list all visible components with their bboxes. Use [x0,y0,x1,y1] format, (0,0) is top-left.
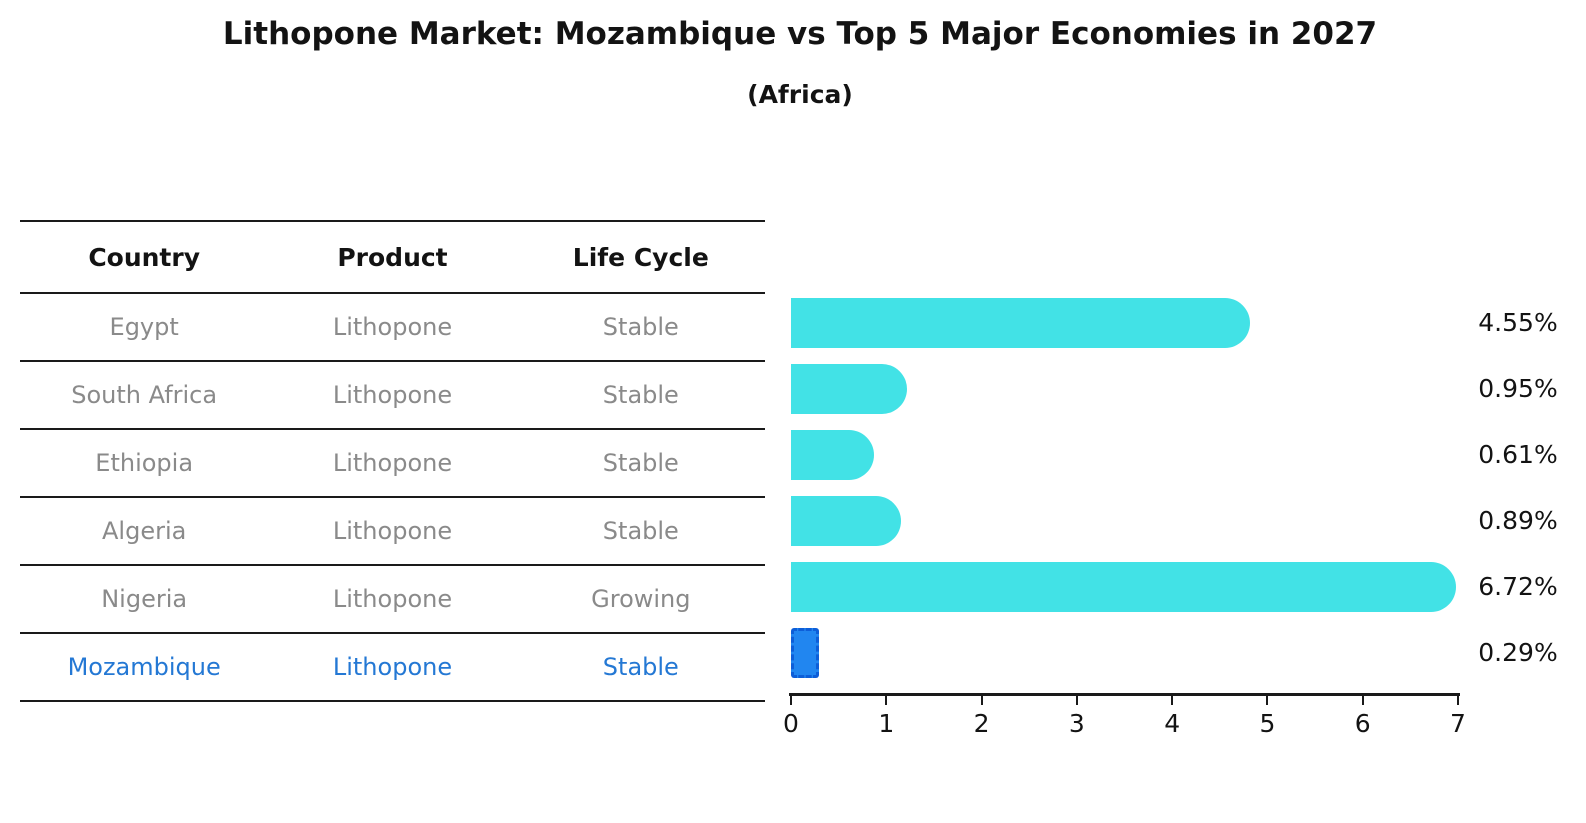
country-table: Country Product Life Cycle Egypt Lithopo… [20,220,765,702]
life-cycle-cell: Stable [602,653,679,681]
tick-mark [1457,696,1459,705]
value-label-nigeria: 6.72% [1478,572,1558,601]
bar-ethiopia [791,430,875,480]
country-cell: Egypt [109,313,179,341]
table-row-south-africa: South Africa Lithopone Stable [20,362,765,430]
tick-mark [1361,696,1364,705]
column-header-country: Country [88,242,201,272]
country-cell: South Africa [71,381,218,409]
x-tick-label: 1 [878,709,895,738]
x-tick-label: 6 [1354,709,1371,738]
life-cycle-cell: Stable [602,381,679,409]
bar-egypt [791,298,1250,348]
value-label-ethiopia: 0.61% [1478,440,1558,469]
x-axis-line [789,693,1460,696]
tick-mark [790,696,792,705]
x-tick-label: 5 [1259,709,1276,738]
x-tick-label: 4 [1164,709,1181,738]
tick-mark [1266,696,1269,705]
x-tick-label: 7 [1450,709,1466,738]
bar-nigeria [791,562,1457,612]
tick-mark [980,696,983,705]
product-cell: Lithopone [332,381,453,409]
table-header-row: Country Product Life Cycle [20,222,765,294]
life-cycle-cell: Growing [591,585,691,613]
x-tick-label: 3 [1068,709,1085,738]
country-cell: Nigeria [101,585,188,613]
bar-south-africa [791,364,907,414]
tick-mark [1075,696,1078,705]
life-cycle-cell: Stable [602,313,679,341]
life-cycle-cell: Stable [602,449,679,477]
x-tick-label: 2 [973,709,990,738]
product-cell: Lithopone [332,449,453,477]
column-header-life-cycle: Life Cycle [572,242,709,272]
table-row-nigeria: Nigeria Lithopone Growing [20,566,765,634]
column-header-product: Product [337,242,448,272]
chart-title: Lithopone Market: Mozambique vs Top 5 Ma… [222,16,1378,52]
value-label-south-africa: 0.95% [1478,374,1558,403]
country-cell: Algeria [102,517,187,545]
country-cell: Mozambique [67,653,221,681]
chart-subtitle: (Africa) [747,80,853,109]
x-tick-label: 0 [783,709,799,738]
table-row-mozambique: Mozambique Lithopone Stable [20,634,765,702]
tick-mark [885,696,888,705]
tick-mark [1171,696,1174,705]
value-label-algeria: 0.89% [1478,506,1558,535]
product-cell: Lithopone [332,653,453,681]
table-row-algeria: Algeria Lithopone Stable [20,498,765,566]
country-cell: Ethiopia [95,449,194,477]
product-cell: Lithopone [332,585,453,613]
bar-algeria [791,496,901,546]
value-label-mozambique: 0.29% [1478,638,1558,667]
table-row-egypt: Egypt Lithopone Stable [20,294,765,362]
product-cell: Lithopone [332,313,453,341]
life-cycle-cell: Stable [602,517,679,545]
table-row-ethiopia: Ethiopia Lithopone Stable [20,430,765,498]
value-label-egypt: 4.55% [1478,308,1558,337]
bar-mozambique [791,628,819,678]
product-cell: Lithopone [332,517,453,545]
